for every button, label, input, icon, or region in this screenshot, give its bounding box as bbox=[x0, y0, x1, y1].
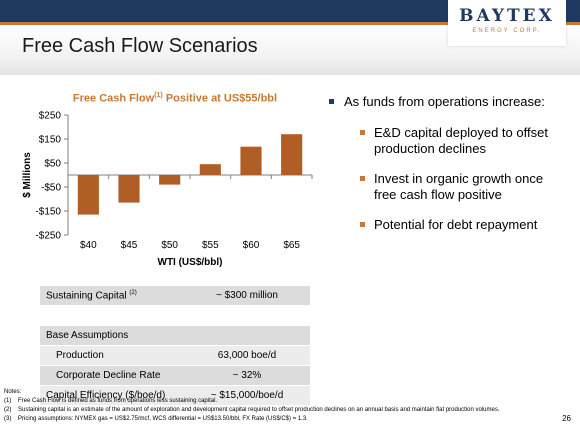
x-tick-label: $50 bbox=[161, 240, 178, 251]
x-tick-label: $40 bbox=[80, 240, 97, 251]
table-row-base: Base Assumptions bbox=[40, 325, 310, 346]
bar-6 bbox=[281, 134, 303, 175]
chart-title: Free Cash Flow(1) Positive at US$55/bbl bbox=[40, 92, 310, 105]
table-spacer bbox=[40, 305, 310, 326]
chart-title-main: Free Cash Flow bbox=[72, 92, 155, 105]
y-tick-label: -$250 bbox=[35, 231, 61, 242]
bullet-list: As funds from operations increase: E&D c… bbox=[328, 94, 568, 247]
free-cash-flow-chart: $250 $150 $50 -$50 -$150 -$250 $40 $45 $50 $55 $60… bbox=[22, 111, 313, 268]
y-tick-label: -$50 bbox=[41, 183, 61, 194]
page-number: 26 bbox=[562, 414, 571, 423]
bullet-main: As funds from operations increase: bbox=[328, 94, 568, 109]
bullet-sub-2: Invest in organic growth once free cash … bbox=[328, 171, 568, 203]
table-row: Corporate Decline Rate ~ 32% bbox=[40, 365, 310, 386]
x-tick-label: $60 bbox=[243, 240, 260, 251]
notes-heading: Notes: bbox=[4, 389, 22, 395]
sustaining-footnote: (2) bbox=[129, 289, 137, 296]
header-accent-stripe bbox=[0, 22, 580, 25]
bar-4 bbox=[199, 164, 221, 175]
y-tick-label: $250 bbox=[39, 111, 62, 122]
table-row: Production 63,000 boe/d bbox=[40, 345, 310, 366]
header-bar bbox=[0, 0, 580, 22]
chart-title-footnote: (1) bbox=[154, 92, 163, 99]
y-axis-title: $ Millions bbox=[22, 152, 33, 198]
x-tick-label: $45 bbox=[121, 240, 138, 251]
table-cell-label: Base Assumptions bbox=[40, 325, 184, 346]
bar-5 bbox=[240, 146, 262, 175]
note-2: (2) Sustaining capital is an estimate of … bbox=[4, 407, 500, 413]
x-axis-title: WTI (US$/bbl) bbox=[158, 257, 223, 268]
table-cell-label: Production bbox=[40, 345, 184, 366]
table-row: Capital Efficiency ($/boe/d) ~ $15,000/b… bbox=[40, 385, 310, 406]
table-row-sustaining: Sustaining Capital (2) ~ $300 million bbox=[40, 286, 310, 306]
table-cell-value: 63,000 boe/d bbox=[184, 345, 310, 366]
company-logo: BAYTEX ENERGY CORP. bbox=[448, 0, 566, 46]
note-3: (3) Pricing assumptions: NYMEX gas = US$2… bbox=[4, 416, 308, 422]
y-tick-label: $150 bbox=[39, 135, 62, 146]
table-cell-value bbox=[184, 325, 310, 346]
logo-wordmark: BAYTEX bbox=[459, 6, 555, 26]
page-title: Free Cash Flow Scenarios bbox=[22, 35, 258, 57]
logo-subtitle: ENERGY CORP. bbox=[472, 28, 542, 34]
chart-title-rest: Positive at US$55/bbl bbox=[162, 92, 278, 105]
table-cell-value: ~ $15,000/boe/d bbox=[184, 385, 310, 406]
bar-2 bbox=[118, 175, 140, 203]
bullet-sub-3: Potential for debt repayment bbox=[328, 217, 568, 233]
y-tick-label: $50 bbox=[44, 159, 61, 170]
x-tick-label: $55 bbox=[202, 240, 219, 251]
bar-1 bbox=[77, 175, 99, 215]
note-1: (1) Free Cash Flow is defined as funds fr… bbox=[4, 398, 218, 404]
assumptions-table: Sustaining Capital (2) ~ $300 million Ba… bbox=[40, 286, 310, 406]
bullet-sub-1: E&D capital deployed to offset productio… bbox=[328, 125, 568, 157]
x-tick-label: $65 bbox=[283, 240, 300, 251]
table-cell-label: Capital Efficiency ($/boe/d) bbox=[40, 385, 184, 406]
table-cell-label: Sustaining Capital (2) bbox=[40, 286, 184, 306]
footnotes: Notes: (1) Free Cash Flow is defined as f… bbox=[4, 388, 564, 424]
y-tick-label: -$150 bbox=[35, 207, 61, 218]
table-cell-value: ~ 32% bbox=[184, 365, 310, 386]
table-cell-label: Corporate Decline Rate bbox=[40, 365, 184, 386]
bar-3 bbox=[159, 175, 181, 185]
table-cell-value: ~ $300 million bbox=[184, 286, 310, 306]
